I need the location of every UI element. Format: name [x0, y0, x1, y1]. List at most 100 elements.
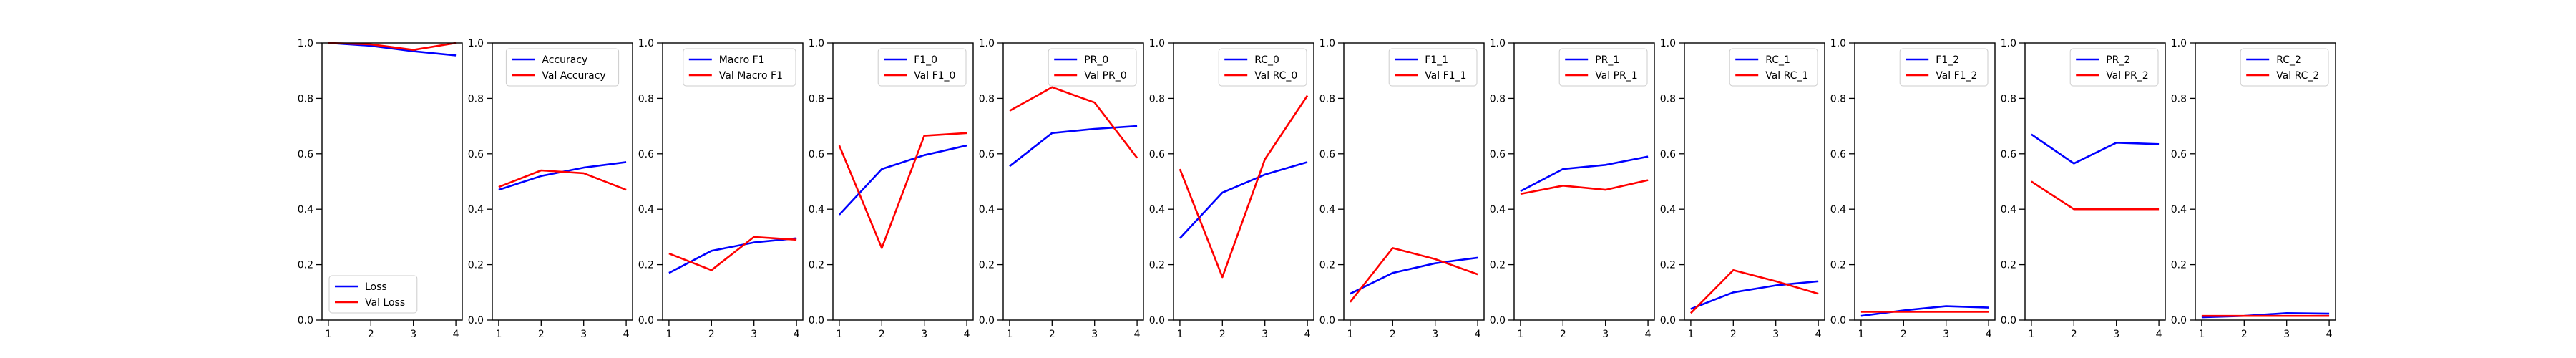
x-tick-label: 3: [1091, 329, 1098, 340]
x-tick-label: 3: [1772, 329, 1779, 340]
y-tick-label: 1.0: [1490, 38, 1506, 49]
subplot-10: 0.0 0.2 0.4 0.6 0.8 1.0 1 2 3 4 F1_2 Val F1_2: [1830, 38, 1996, 340]
subplot-2: 0.0 0.2 0.4 0.6 0.8 1.0 1 2 3 4 Accuracy Val Accura…: [468, 38, 633, 340]
x-tick-label: 4: [1304, 329, 1311, 340]
y-tick-label: 0.0: [468, 315, 484, 326]
x-tick-label: 2: [1901, 329, 1907, 340]
x-tick-label: 1: [1858, 329, 1864, 340]
x-tick-label: 1: [1687, 329, 1694, 340]
y-tick-label: 0.2: [979, 260, 995, 271]
legend: Macro F1 Val Macro F1: [683, 48, 796, 87]
legend-label: RC_0: [1254, 54, 1279, 66]
x-tick-label: 4: [964, 329, 970, 340]
axes-frame: [1513, 42, 1655, 321]
x-tick-label: 1: [1006, 329, 1013, 340]
y-tick-label: 0.2: [468, 260, 484, 271]
y-tick-label: 0.8: [809, 93, 824, 105]
legend-label: Loss: [365, 281, 387, 293]
legend-box: [328, 275, 418, 314]
y-tick-label: 0.0: [2001, 315, 2016, 326]
legend: F1_1 Val F1_1: [1388, 48, 1478, 87]
y-tick-label: 0.8: [1319, 93, 1335, 105]
series-line-train: [328, 42, 457, 57]
y-tick-label: 0.8: [2001, 93, 2016, 105]
y-tick-label: 0.0: [1830, 315, 1846, 326]
y-tick-label: 0.6: [2001, 149, 2016, 160]
legend-label: Macro F1: [719, 54, 765, 66]
y-tick-label: 0.8: [1830, 93, 1846, 105]
legend-label: Val F1_0: [914, 70, 955, 82]
x-tick-label: 2: [2071, 329, 2077, 340]
legend: F1_0 Val F1_0: [877, 48, 967, 87]
axes-frame: [1343, 42, 1485, 321]
y-tick-label: 0.4: [809, 204, 824, 216]
y-tick-label: 0.4: [1830, 204, 1846, 216]
x-tick-label: 4: [1645, 329, 1652, 340]
x-tick-label: 3: [1943, 329, 1949, 340]
x-tick-label: 2: [538, 329, 545, 340]
legend-label: Val PR_0: [1084, 70, 1127, 82]
legend-box: [683, 48, 796, 87]
x-tick-label: 2: [879, 329, 885, 340]
legend-box: [505, 48, 620, 87]
y-tick-label: 0.4: [468, 204, 484, 216]
y-tick-label: 0.4: [1490, 204, 1506, 216]
series-line-val: [838, 132, 967, 249]
y-tick-label: 1.0: [2171, 38, 2187, 49]
y-tick-label: 0.2: [2001, 260, 2016, 271]
legend-box: [1729, 48, 1818, 87]
y-tick-label: 1.0: [979, 38, 995, 49]
legend-box: [2240, 48, 2329, 87]
y-tick-label: 0.6: [1149, 149, 1165, 160]
y-tick-label: 0.6: [1490, 149, 1506, 160]
series-line-val: [1179, 95, 1309, 279]
subplot-1: 0.0 0.2 0.4 0.6 0.8 1.0 1 2 3 4 Loss Val Loss: [298, 38, 463, 340]
x-tick-label: 3: [2113, 329, 2119, 340]
x-tick-label: 3: [921, 329, 927, 340]
x-tick-label: 3: [2283, 329, 2290, 340]
legend-label: Val Macro F1: [719, 70, 783, 82]
series-line-val: [1349, 247, 1478, 303]
legend-label: Val RC_1: [1765, 70, 1808, 82]
y-tick-label: 0.8: [1490, 93, 1506, 105]
y-tick-label: 0.2: [1660, 260, 1676, 271]
legend-label: RC_2: [2276, 54, 2301, 66]
legend-label: Val RC_0: [1254, 70, 1297, 82]
legend-label: Val F1_2: [1936, 70, 1977, 82]
legend-label: PR_2: [2106, 54, 2130, 66]
x-tick-label: 3: [751, 329, 757, 340]
y-tick-label: 0.4: [298, 204, 313, 216]
y-tick-label: 0.4: [1660, 204, 1676, 216]
y-tick-label: 0.2: [1319, 260, 1335, 271]
y-tick-label: 0.4: [638, 204, 654, 216]
axes-frame: [1002, 42, 1144, 321]
legend: RC_0 Val RC_0: [1218, 48, 1307, 87]
legend: PR_0 Val PR_0: [1048, 48, 1137, 87]
series-line-train: [1179, 161, 1308, 239]
y-tick-label: 0.6: [1830, 149, 1846, 160]
x-tick-label: 1: [325, 329, 331, 340]
y-tick-label: 1.0: [1149, 38, 1165, 49]
subplot-4: 0.0 0.2 0.4 0.6 0.8 1.0 1 2 3 4 F1_0 Val F1_0: [809, 38, 974, 340]
x-tick-label: 2: [708, 329, 715, 340]
series-line-train: [1860, 305, 1989, 317]
legend-label: F1_1: [1425, 54, 1448, 66]
x-tick-label: 3: [580, 329, 587, 340]
series-line-val: [328, 42, 457, 51]
x-tick-label: 4: [794, 329, 800, 340]
legend-label: F1_2: [1936, 54, 1959, 66]
x-tick-label: 4: [1475, 329, 1481, 340]
legend-box: [2069, 48, 2159, 87]
series-line-val: [2031, 180, 2160, 211]
series-line-train: [498, 161, 627, 191]
x-tick-label: 4: [453, 329, 459, 340]
x-tick-label: 4: [2326, 329, 2333, 340]
y-tick-label: 0.4: [2171, 204, 2187, 216]
series-line-train: [1520, 155, 1649, 193]
series-line-val: [1009, 86, 1138, 159]
y-tick-label: 0.0: [809, 315, 824, 326]
y-tick-label: 0.2: [1490, 260, 1506, 271]
axes-frame: [321, 42, 463, 321]
subplot-11: 0.0 0.2 0.4 0.6 0.8 1.0 1 2 3 4 PR_2 Val PR_2: [2001, 38, 2166, 340]
y-tick-label: 0.0: [1660, 315, 1676, 326]
